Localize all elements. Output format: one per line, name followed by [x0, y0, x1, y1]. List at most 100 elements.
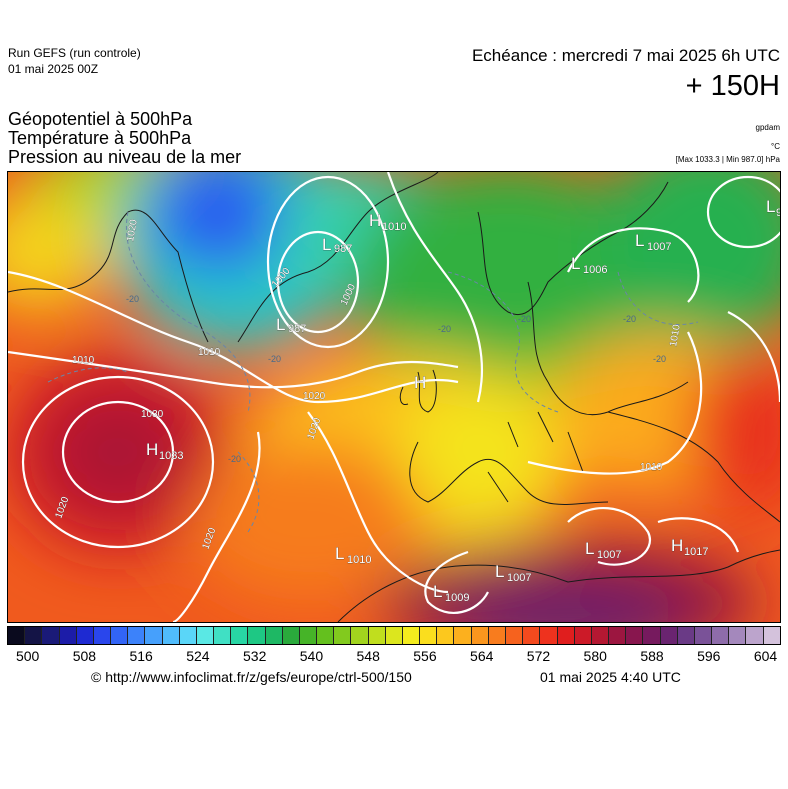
temperature-field: [8, 172, 780, 622]
scale-swatch: [402, 627, 421, 644]
pressure-center-type: L: [766, 197, 775, 216]
isotherm-label: -20: [438, 324, 451, 334]
param-geopotential: Géopotentiel à 500hPa: [8, 109, 193, 129]
scale-swatch: [25, 627, 43, 644]
scale-swatch: [214, 627, 232, 644]
pressure-center-type: H: [146, 440, 158, 459]
scale-swatch: [8, 627, 26, 644]
scale-swatch: [334, 627, 352, 644]
scale-swatch: [643, 627, 661, 644]
scale-swatch: [763, 627, 780, 644]
scale-swatch: [179, 627, 197, 644]
copyright-link: © http://www.infoclimat.fr/z/gefs/europe…: [91, 669, 412, 685]
scale-tick-label: 548: [356, 648, 380, 664]
pressure-center-type: L: [495, 562, 504, 581]
pressure-center-type: L: [276, 315, 285, 334]
scale-tick-label: 564: [470, 648, 494, 664]
isobar-label: 1010: [668, 323, 683, 347]
scale-swatch: [420, 627, 438, 644]
pressure-center-value: 1006: [583, 264, 607, 276]
scale-swatch: [145, 627, 163, 644]
pressure-center-value: 9: [776, 207, 780, 219]
scale-tick-label: 588: [640, 648, 664, 664]
isotherm-label: -20: [228, 454, 241, 464]
isotherm-label: -20: [126, 294, 139, 304]
scale-swatch: [42, 627, 60, 644]
scale-tick-label: 596: [697, 648, 721, 664]
coastlines: [8, 172, 780, 622]
scale-swatch: [231, 627, 249, 644]
pressure-center-type: L: [635, 231, 644, 250]
scale-swatch: [557, 627, 575, 644]
pressure-center-type: L: [335, 544, 344, 563]
run-title: Run GEFS (run controle): [8, 46, 141, 60]
scale-swatch: [471, 627, 489, 644]
weather-map: H 1033 L 987 L 987 H 1010 L 1006 L 1007 …: [7, 171, 781, 623]
lead-time: + 150H: [685, 70, 780, 102]
isobars: [8, 172, 780, 622]
pressure-center-type: L: [585, 539, 594, 558]
pressure-center-value: 1010: [347, 554, 371, 566]
pressure-center-value: 1010: [382, 221, 406, 233]
isotherm-labels: -20 -20 -20 -20 -20 -20 -20: [126, 294, 666, 464]
scale-swatch: [282, 627, 300, 644]
scale-swatch: [76, 627, 94, 644]
color-scale: [7, 626, 781, 645]
pressure-center-type: L: [322, 235, 331, 254]
scale-swatch: [111, 627, 129, 644]
scale-swatch: [488, 627, 506, 644]
scale-tick-label: 572: [526, 648, 551, 664]
isobar-label: 1020: [125, 218, 140, 242]
isotherm-label: -20: [623, 314, 636, 324]
pressure-center-value: 987: [288, 323, 306, 335]
isobar-label: 1010: [640, 462, 663, 473]
scale-swatch: [660, 627, 678, 644]
scale-swatch: [609, 627, 627, 644]
generation-time: 01 mai 2025 4:40 UTC: [540, 669, 681, 685]
scale-swatch: [505, 627, 524, 644]
temperature-isotherms: [47, 211, 699, 533]
isotherm-label: -20: [268, 354, 281, 364]
scale-tick-label: 604: [753, 648, 778, 664]
scale-swatch: [454, 627, 472, 644]
scale-swatch: [746, 627, 764, 644]
pressure-center-value: 987: [334, 243, 352, 255]
scale-swatch: [59, 627, 77, 644]
scale-tick-label: 540: [299, 648, 324, 664]
pressure-center-value: 1033: [159, 450, 183, 462]
scale-swatch: [385, 627, 403, 644]
param-pressure: Pression au niveau de la mer: [8, 147, 242, 167]
pressure-center-value: 1007: [597, 549, 621, 561]
pressure-center-type: H: [369, 211, 381, 230]
scale-swatch: [351, 627, 369, 644]
scale-swatch: [162, 627, 180, 644]
pressure-center-value: 1017: [684, 546, 708, 558]
pressure-centers: H 1033 L 987 L 987 H 1010 L 1006 L 1007 …: [146, 197, 780, 604]
scale-swatch: [196, 627, 215, 644]
param-temperature: Température à 500hPa: [8, 128, 192, 148]
pressure-center-value: 1009: [445, 592, 469, 604]
scale-tick-label: 500: [15, 648, 40, 664]
unit-temperature: °C: [771, 142, 780, 151]
scale-tick-label: 516: [129, 648, 153, 664]
scale-swatch: [299, 627, 318, 644]
scale-swatch: [265, 627, 283, 644]
forecast-validity: Echéance : mercredi 7 mai 2025 6h UTC: [471, 46, 780, 65]
scale-tick-label: 556: [413, 648, 437, 664]
scale-swatch: [93, 627, 112, 644]
pressure-center-value: 1007: [647, 241, 671, 253]
scale-swatch: [712, 627, 730, 644]
unit-geopotential: gpdam: [755, 123, 780, 132]
scale-tick-label: 532: [242, 648, 267, 664]
scale-swatch: [437, 627, 455, 644]
scale-swatch: [128, 627, 146, 644]
run-date: 01 mai 2025 00Z: [8, 62, 99, 76]
scale-swatch: [248, 627, 266, 644]
isobar-label: 1010: [72, 355, 95, 366]
isotherm-label: -20: [653, 354, 666, 364]
scale-swatch: [317, 627, 335, 644]
scale-swatch: [591, 627, 610, 644]
pressure-center-value: 1007: [507, 572, 531, 584]
scale-tick-label: 508: [72, 648, 97, 664]
pressure-center-type: L: [571, 254, 580, 273]
